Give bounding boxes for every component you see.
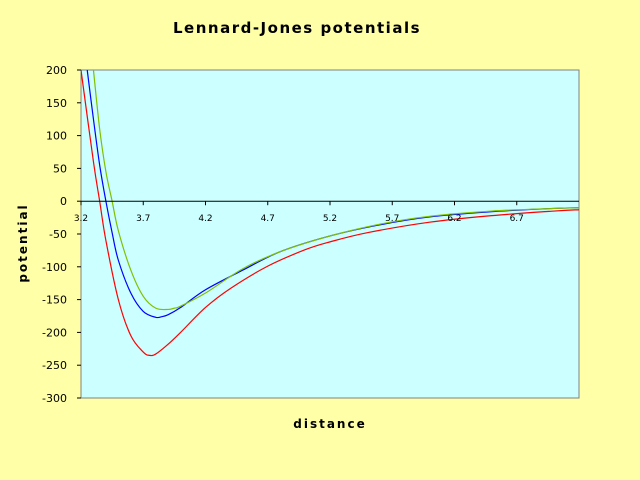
- y-tick-label: -250: [42, 359, 67, 372]
- y-tick-label: 50: [53, 162, 67, 175]
- y-axis-title: potential: [16, 203, 30, 282]
- x-tick-label: 3.2: [74, 214, 88, 224]
- x-tick-label: 5.2: [323, 214, 337, 224]
- x-tick-label: 6.7: [510, 214, 524, 224]
- x-axis-title: distance: [293, 417, 366, 431]
- y-tick-label: -150: [42, 294, 67, 307]
- y-tick-label: 200: [46, 64, 67, 77]
- plot-area: [80, 69, 580, 399]
- series-line-1: [81, 70, 579, 357]
- y-tick-label: 100: [46, 130, 67, 143]
- x-tick-label: 4.2: [198, 214, 212, 224]
- y-tick-label: 150: [46, 97, 67, 110]
- x-tick-label: 5.7: [385, 214, 399, 224]
- x-tick-labels: 3.2 3.7 4.2 4.7 5.2 5.7 6.2 6.7: [74, 201, 524, 224]
- x-tick-label: 4.7: [261, 214, 275, 224]
- y-tick-label: -100: [42, 261, 67, 274]
- x-tick-label: 6.2: [447, 214, 461, 224]
- series-line-3: [92, 70, 579, 311]
- y-tick-label: 0: [60, 195, 67, 208]
- chart-title: Lennard-Jones potentials: [173, 19, 421, 37]
- y-tick-labels: 200 150 100 50 0 -50 -100 -150 -200 -250 -300: [42, 64, 81, 405]
- series-layer: [81, 70, 579, 357]
- y-tick-label: -200: [42, 326, 67, 339]
- y-tick-label: -50: [49, 228, 67, 241]
- y-tick-label: -300: [42, 392, 67, 405]
- series-line-2: [86, 70, 579, 319]
- x-tick-label: 3.7: [136, 214, 150, 224]
